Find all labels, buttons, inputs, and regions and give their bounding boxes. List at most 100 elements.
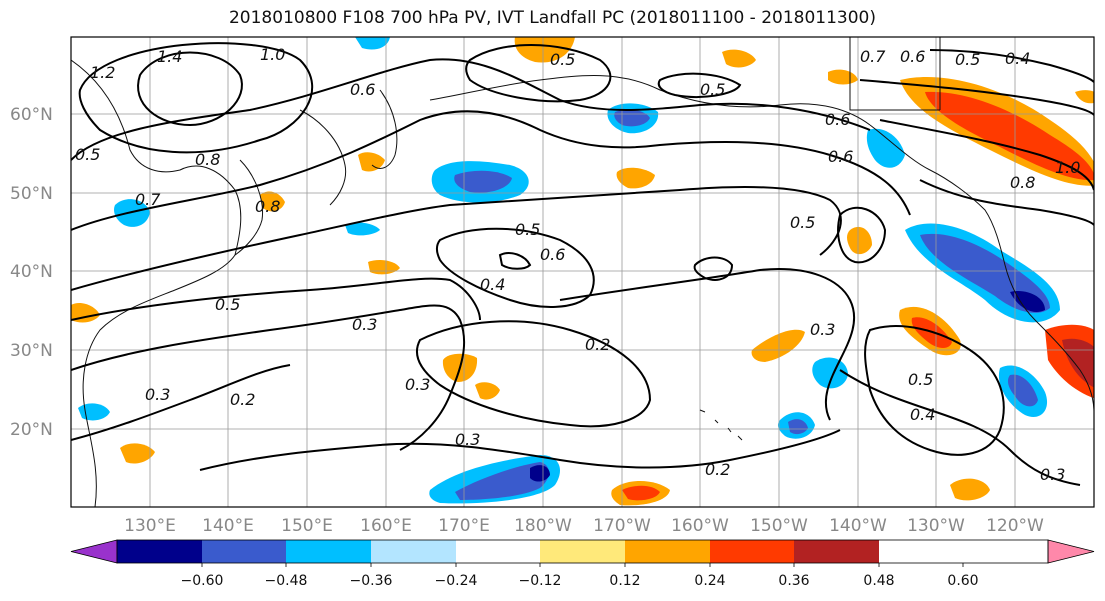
anomaly-strong-negative-bottom-center	[455, 462, 549, 500]
lon-label-130w: 130°W	[907, 516, 965, 536]
anomaly-strong-negative-150w-18n	[788, 419, 808, 435]
anomaly-negative-west-8	[345, 222, 380, 236]
contour-5	[71, 186, 842, 291]
contour-label-14: 0.8	[1010, 173, 1035, 192]
contour-22	[465, 44, 612, 103]
colorbar-segment-7	[625, 540, 710, 563]
anomaly-positive-150w-30n	[751, 329, 805, 362]
lat-label-60n: 60°N	[10, 105, 53, 125]
lon-label-170e: 170°E	[438, 516, 490, 536]
anomaly-positive-180-23n	[475, 382, 500, 400]
contour-label-8: 0.5	[955, 50, 980, 69]
anomaly-negative-145w-25n	[812, 357, 848, 389]
contour-16	[693, 256, 734, 281]
contour-label-1: 1.4	[157, 47, 182, 66]
colorbar-arrow-left	[70, 539, 118, 564]
contour-label-18: 0.6	[540, 245, 565, 264]
contour-label-13: 0.5	[790, 213, 815, 232]
contour-labels: 1.4 1.0 1.2 0.6 0.8 0.7 0.6 0.5 0.4 0.5 …	[75, 45, 1080, 484]
coastline-asia	[71, 59, 242, 507]
contour-label-31: 0.3	[145, 385, 170, 404]
colorbar-tick-060: 0.60	[947, 573, 978, 589]
anomaly-negative-top-1	[355, 37, 390, 50]
colorbar-segment-1	[117, 540, 202, 563]
contour-label-7: 0.6	[900, 47, 925, 66]
colorbar-tick-neg012: −0.12	[519, 573, 562, 589]
lon-label-140e: 140°E	[202, 516, 254, 536]
contour-label-20: 0.5	[215, 295, 240, 314]
contour-label-30: 0.4	[910, 405, 935, 424]
anomaly-negative-145w-55n	[866, 128, 905, 168]
contour-9	[71, 304, 466, 451]
colorbar-outline	[116, 539, 1049, 564]
contour-label-17: 0.5	[515, 220, 540, 239]
colorbar-tick-024: 0.24	[694, 573, 725, 589]
colorbar-tick-neg048: −0.48	[265, 573, 308, 589]
colorbar-labels: −0.60 −0.48 −0.36 −0.24 −0.12 0.12 0.24 …	[181, 573, 979, 589]
contour-label-19: 0.4	[480, 275, 505, 294]
contour-2	[78, 42, 314, 154]
anomaly-strong-negative-subtropical-east	[1007, 374, 1038, 407]
contour-label-11: 0.6	[825, 110, 850, 129]
contour-23	[657, 72, 742, 98]
contour-7	[498, 252, 532, 270]
contour-label-12: 0.6	[828, 147, 853, 166]
lon-label-150w: 150°W	[750, 516, 808, 536]
lon-label-180w: 180°W	[514, 516, 572, 536]
contour-6	[436, 227, 595, 308]
contour-10	[415, 320, 652, 428]
lon-label-140w: 140°W	[829, 516, 887, 536]
anomaly-very-negative-bottom-center	[530, 465, 550, 482]
lon-label-120w: 120°W	[986, 516, 1044, 536]
colorbar	[70, 539, 1095, 567]
longitude-labels: 130°E 140°E 150°E 160°E 170°E 180°W 170°…	[124, 516, 1044, 536]
contour-label-16: 0.7	[860, 47, 886, 66]
coastline-kamchatka	[371, 89, 398, 169]
lon-label-160e: 160°E	[360, 516, 412, 536]
contour-label-26: 0.2	[230, 390, 255, 409]
map-title: 2018010800 F108 700 hPa PV, IVT Landfall…	[228, 8, 876, 28]
colorbar-segment-4	[371, 540, 456, 563]
lon-label-130e: 130°E	[124, 516, 176, 536]
colorbar-segment-2	[202, 540, 286, 563]
anomaly-positive-west-5	[358, 152, 385, 172]
contour-label-6: 0.7	[135, 190, 161, 209]
colorbar-segment-8	[710, 540, 794, 563]
contour-label-10: 0.5	[700, 80, 725, 99]
lon-label-160w: 160°W	[671, 516, 729, 536]
coastline-aleutians	[429, 75, 871, 126]
contour-1	[137, 51, 243, 127]
colorbar-tick-neg036: −0.36	[350, 573, 393, 589]
colorbar-tick-012: 0.12	[609, 573, 640, 589]
colorbar-segment-5	[456, 540, 540, 563]
contour-label-5: 0.8	[195, 150, 220, 169]
colorbar-tick-048: 0.48	[863, 573, 894, 589]
contour-12	[199, 429, 841, 471]
anomaly-very-negative-west-coast	[1010, 290, 1045, 312]
lat-label-30n: 30°N	[10, 341, 53, 361]
anomaly-strong-positive-165w-bottom	[622, 485, 660, 501]
anomaly-positive-nw	[1075, 90, 1094, 104]
anomaly-positive-140w-42n	[847, 226, 872, 255]
anomaly-positive-west-2	[120, 443, 155, 464]
anomaly-positive-168w-50n	[616, 167, 655, 189]
colorbar-segment-3	[286, 540, 371, 563]
anomaly-positive-top-2	[514, 37, 575, 63]
contour-label-4: 0.6	[350, 80, 375, 99]
contour-label-32: 0.5	[550, 50, 575, 69]
lon-label-150e: 150°E	[281, 516, 333, 536]
contour-17	[837, 206, 887, 264]
contour-label-15: 1.0	[1055, 158, 1080, 177]
pv-contours	[71, 42, 1094, 486]
contour-label-27: 0.2	[705, 460, 730, 479]
coastline-hawaii	[699, 409, 743, 441]
contour-3	[71, 58, 871, 161]
contour-label-23: 0.3	[405, 375, 430, 394]
anomaly-negative-west-1	[114, 199, 150, 227]
lat-label-40n: 40°N	[10, 262, 53, 282]
graticule	[71, 37, 1094, 507]
contour-20	[929, 49, 1094, 83]
contour-11	[71, 364, 291, 441]
contour-label-33: 0.8	[255, 197, 280, 216]
